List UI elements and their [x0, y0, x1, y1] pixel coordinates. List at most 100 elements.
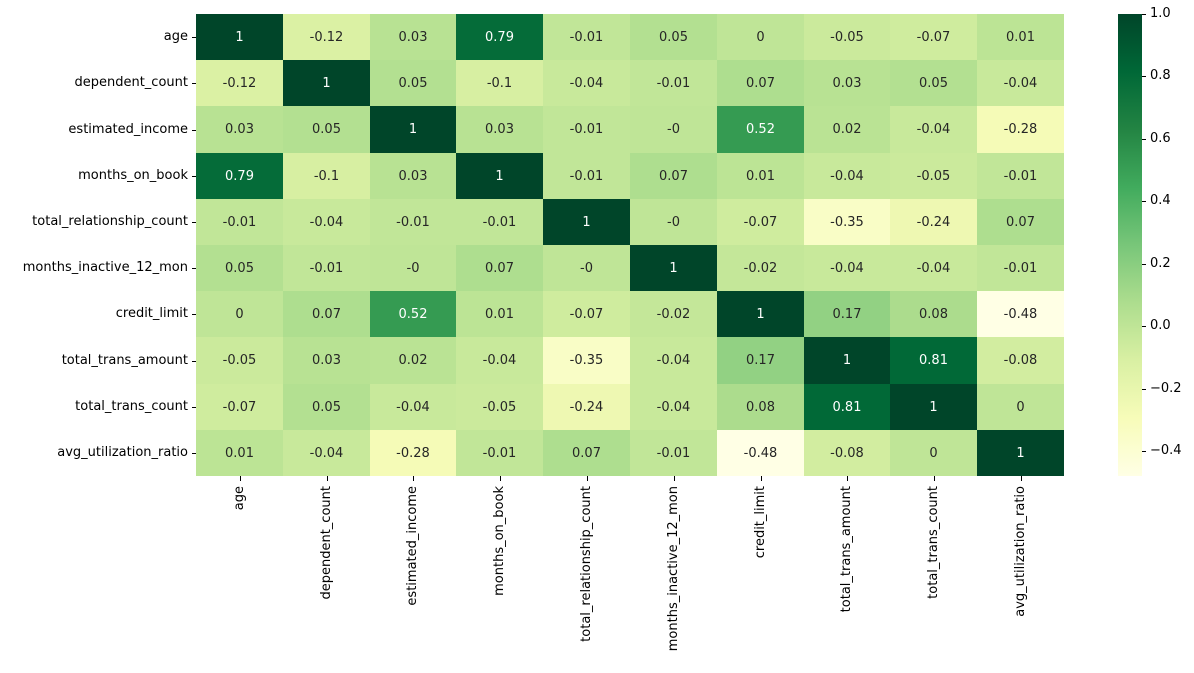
heatmap-cell: 0.07 [456, 245, 543, 291]
x-axis-label: age [232, 486, 247, 511]
colorbar-tick [1142, 326, 1146, 327]
x-axis-label: credit_limit [753, 486, 768, 559]
x-axis-label: avg_utilization_ratio [1013, 486, 1028, 617]
y-axis-tick [192, 37, 196, 38]
y-axis-label: credit_limit [115, 306, 188, 321]
colorbar-tick [1142, 451, 1146, 452]
colorbar-tick [1142, 76, 1146, 77]
y-axis-label: months_on_book [78, 168, 188, 183]
heatmap-cell: 0.03 [370, 153, 456, 199]
colorbar-tick-label: 1.0 [1150, 6, 1171, 21]
x-axis-label: total_trans_count [926, 486, 941, 599]
heatmap-cell: -0.04 [283, 199, 370, 245]
colorbar-tick [1142, 139, 1146, 140]
y-axis-label: total_trans_amount [61, 353, 188, 368]
heatmap-cell: -0.48 [977, 291, 1064, 337]
heatmap-cell: -0.28 [370, 430, 456, 476]
y-axis-tick [192, 453, 196, 454]
heatmap-cell: -0.04 [890, 245, 977, 291]
heatmap-cell: 0.01 [196, 430, 283, 476]
heatmap-cell: 1 [456, 153, 543, 199]
heatmap-cell: 0.17 [804, 291, 890, 337]
x-axis-tick [674, 476, 675, 481]
heatmap-cell: 1 [890, 384, 977, 430]
y-axis-tick [192, 268, 196, 269]
heatmap-cell: -0.01 [196, 199, 283, 245]
heatmap-cell: 1 [196, 14, 283, 60]
heatmap-cell: -0.05 [456, 384, 543, 430]
heatmap-cell: -0.02 [717, 245, 804, 291]
heatmap-cell: 0.81 [890, 337, 977, 384]
heatmap-cell: -0.01 [283, 245, 370, 291]
colorbar-tick-label: 0.2 [1150, 256, 1171, 271]
heatmap-cell: 0.05 [630, 14, 717, 60]
heatmap-cell: -0.01 [543, 14, 630, 60]
heatmap-cell: -0.07 [543, 291, 630, 337]
heatmap-cell: -0.35 [804, 199, 890, 245]
heatmap-cell: -0 [630, 106, 717, 153]
y-axis-tick [192, 314, 196, 315]
heatmap-cell: 1 [543, 199, 630, 245]
heatmap-cell: 1 [717, 291, 804, 337]
heatmap-cell: 0.17 [717, 337, 804, 384]
heatmap-cell: 0.52 [717, 106, 804, 153]
y-axis-tick [192, 222, 196, 223]
heatmap-cell: 0.01 [456, 291, 543, 337]
x-axis-tick [761, 476, 762, 481]
heatmap-cell: -0.07 [890, 14, 977, 60]
heatmap-cell: -0.01 [370, 199, 456, 245]
heatmap-cell: -0.08 [977, 337, 1064, 384]
heatmap-cell: -0.07 [196, 384, 283, 430]
heatmap-cell: -0.04 [977, 60, 1064, 106]
heatmap-cell: -0.04 [804, 245, 890, 291]
y-axis-label: estimated_income [68, 122, 188, 137]
heatmap-cell: 0.05 [283, 384, 370, 430]
x-axis-tick [413, 476, 414, 481]
heatmap-cell: 1 [804, 337, 890, 384]
heatmap-cell: -0.1 [283, 153, 370, 199]
heatmap-cell: 0.01 [717, 153, 804, 199]
heatmap-cell: -0.01 [977, 153, 1064, 199]
colorbar-gradient [1118, 14, 1142, 476]
x-axis-tick [327, 476, 328, 481]
heatmap-cell: -0.1 [456, 60, 543, 106]
heatmap-cell: 0.03 [196, 106, 283, 153]
heatmap-cell: -0.01 [630, 430, 717, 476]
heatmap-cell: -0.24 [890, 199, 977, 245]
x-axis-tick [1021, 476, 1022, 481]
heatmap-cell: 0 [196, 291, 283, 337]
y-axis-label: avg_utilization_ratio [57, 445, 188, 460]
x-axis-tick [587, 476, 588, 481]
heatmap-cell: -0.04 [890, 106, 977, 153]
heatmap-cell: -0.01 [630, 60, 717, 106]
heatmap-cell: 0.07 [977, 199, 1064, 245]
heatmap-cell: -0.12 [196, 60, 283, 106]
heatmap-cell: -0 [543, 245, 630, 291]
heatmap-cell: -0.01 [456, 199, 543, 245]
heatmap-cell: 0.01 [977, 14, 1064, 60]
y-axis-label: total_relationship_count [32, 214, 188, 229]
heatmap-cell: 0.05 [283, 106, 370, 153]
heatmap-cell: -0.35 [543, 337, 630, 384]
heatmap-cell: 1 [630, 245, 717, 291]
heatmap-cell: -0.01 [977, 245, 1064, 291]
heatmap-cell: 0.81 [804, 384, 890, 430]
heatmap-cell: -0.01 [456, 430, 543, 476]
x-axis-label: total_relationship_count [579, 486, 594, 642]
colorbar-tick [1142, 264, 1146, 265]
x-axis-label: months_on_book [492, 486, 507, 596]
heatmap-cell: 0.79 [456, 14, 543, 60]
colorbar-tick-label: −0.4 [1150, 443, 1182, 458]
heatmap-cell: 0.03 [283, 337, 370, 384]
colorbar-tick-label: 0.6 [1150, 131, 1171, 146]
x-axis-label: dependent_count [319, 486, 334, 600]
heatmap-cell: -0.05 [804, 14, 890, 60]
heatmap-cell: 0.07 [543, 430, 630, 476]
y-axis-tick [192, 130, 196, 131]
y-axis-label: dependent_count [74, 75, 188, 90]
heatmap-cell: 1 [283, 60, 370, 106]
colorbar-tick [1142, 201, 1146, 202]
y-axis-tick [192, 176, 196, 177]
colorbar-tick-label: −0.2 [1150, 381, 1182, 396]
heatmap-cell: -0 [630, 199, 717, 245]
